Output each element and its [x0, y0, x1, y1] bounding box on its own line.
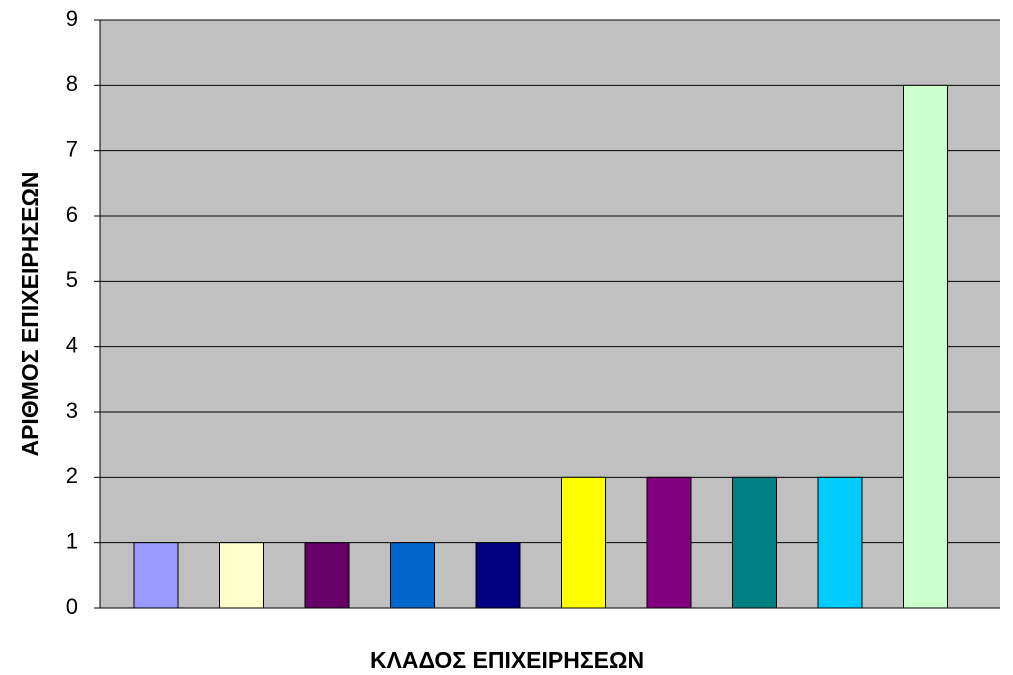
bar [133, 542, 179, 609]
y-axis-title: ΑΡΙΘΜΟΣ ΕΠΙΧΕΙΡΗΣΕΩΝ [17, 171, 43, 456]
y-tick-label: 4 [66, 332, 78, 357]
bar [646, 476, 692, 609]
y-tick-label: 2 [66, 463, 78, 488]
bar [561, 476, 606, 609]
bar [475, 542, 521, 609]
y-tick-label: 0 [66, 594, 78, 619]
bar [304, 542, 350, 609]
y-tick-label: 1 [66, 528, 78, 553]
y-tick-label: 6 [66, 202, 78, 227]
bar [732, 476, 777, 609]
x-axis-title: ΚΛΑΔΟΣ ΕΠΙΧΕΙΡΗΣΕΩΝ [370, 647, 644, 673]
y-tick-label: 3 [66, 398, 78, 423]
y-tick-label: 7 [66, 136, 78, 161]
bar [390, 542, 435, 609]
y-tick-label: 5 [66, 267, 78, 292]
y-tick-label: 8 [66, 71, 78, 96]
plot-area [100, 20, 1000, 608]
bar [903, 84, 948, 609]
y-tick-label: 9 [66, 6, 78, 31]
bar [817, 476, 863, 609]
bar [219, 542, 264, 609]
